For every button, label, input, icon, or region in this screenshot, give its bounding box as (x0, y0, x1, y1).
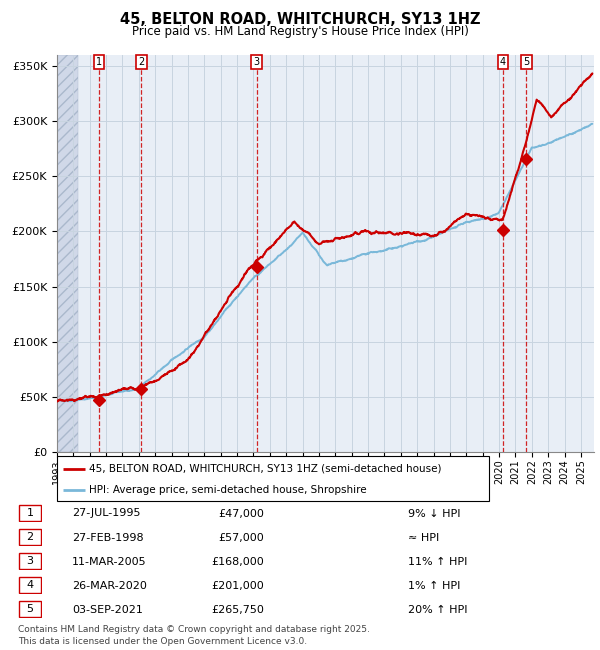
Text: Contains HM Land Registry data © Crown copyright and database right 2025.
This d: Contains HM Land Registry data © Crown c… (18, 625, 370, 646)
Text: £201,000: £201,000 (211, 580, 264, 591)
Text: 5: 5 (523, 57, 530, 67)
Text: Price paid vs. HM Land Registry's House Price Index (HPI): Price paid vs. HM Land Registry's House … (131, 25, 469, 38)
Bar (57, 55, 78, 452)
Text: 1% ↑ HPI: 1% ↑ HPI (408, 580, 460, 591)
Text: 4: 4 (500, 57, 506, 67)
Text: 1: 1 (96, 57, 102, 67)
Text: £57,000: £57,000 (218, 532, 264, 543)
Text: 27-JUL-1995: 27-JUL-1995 (72, 508, 140, 519)
Text: £265,750: £265,750 (211, 604, 264, 615)
Text: 5: 5 (26, 604, 34, 614)
Text: 03-SEP-2021: 03-SEP-2021 (72, 604, 143, 615)
Text: 3: 3 (254, 57, 260, 67)
Text: £47,000: £47,000 (218, 508, 264, 519)
Text: 11% ↑ HPI: 11% ↑ HPI (408, 556, 467, 567)
Text: 11-MAR-2005: 11-MAR-2005 (72, 556, 146, 567)
Text: 9% ↓ HPI: 9% ↓ HPI (408, 508, 461, 519)
Text: 27-FEB-1998: 27-FEB-1998 (72, 532, 143, 543)
Text: £168,000: £168,000 (211, 556, 264, 567)
Text: 26-MAR-2020: 26-MAR-2020 (72, 580, 147, 591)
Text: 3: 3 (26, 556, 34, 566)
Text: 4: 4 (26, 580, 34, 590)
Text: 20% ↑ HPI: 20% ↑ HPI (408, 604, 467, 615)
Bar (57, 55, 78, 452)
Text: 45, BELTON ROAD, WHITCHURCH, SY13 1HZ (semi-detached house): 45, BELTON ROAD, WHITCHURCH, SY13 1HZ (s… (89, 463, 442, 474)
Text: HPI: Average price, semi-detached house, Shropshire: HPI: Average price, semi-detached house,… (89, 485, 367, 495)
Text: 2: 2 (26, 532, 34, 542)
Text: 1: 1 (26, 508, 34, 518)
Text: 2: 2 (139, 57, 145, 67)
Text: ≈ HPI: ≈ HPI (408, 532, 439, 543)
Text: 45, BELTON ROAD, WHITCHURCH, SY13 1HZ: 45, BELTON ROAD, WHITCHURCH, SY13 1HZ (120, 12, 480, 27)
